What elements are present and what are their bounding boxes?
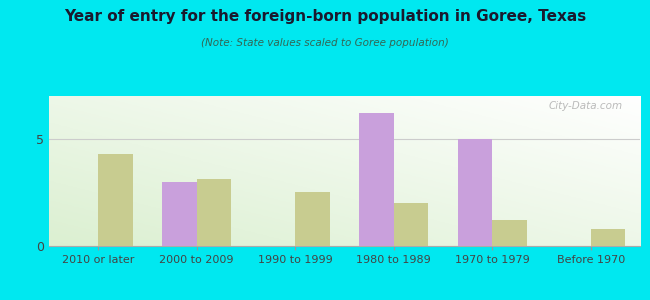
Bar	[493, 220, 527, 246]
Text: City-Data.com: City-Data.com	[549, 100, 623, 110]
Bar	[458, 139, 493, 246]
Bar	[394, 203, 428, 246]
Bar	[359, 113, 394, 246]
Bar	[295, 192, 330, 246]
Bar	[591, 229, 625, 246]
Bar	[98, 154, 133, 246]
Text: Year of entry for the foreign-born population in Goree, Texas: Year of entry for the foreign-born popul…	[64, 9, 586, 24]
Text: (Note: State values scaled to Goree population): (Note: State values scaled to Goree popu…	[201, 38, 449, 47]
Bar	[162, 182, 196, 246]
Bar	[196, 178, 231, 246]
